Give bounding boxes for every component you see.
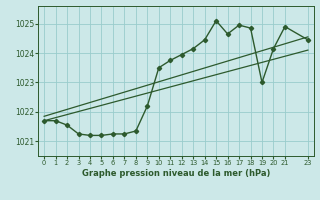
X-axis label: Graphe pression niveau de la mer (hPa): Graphe pression niveau de la mer (hPa) [82,169,270,178]
